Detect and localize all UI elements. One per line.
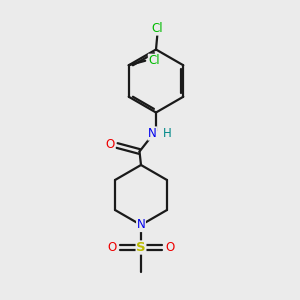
Text: H: H: [163, 127, 172, 140]
Text: O: O: [107, 241, 116, 254]
Text: Cl: Cl: [148, 54, 160, 67]
Text: O: O: [106, 137, 115, 151]
Text: N: N: [136, 218, 146, 232]
Text: N: N: [148, 127, 157, 140]
Text: S: S: [136, 241, 146, 254]
Text: Cl: Cl: [152, 22, 163, 35]
Text: O: O: [166, 241, 175, 254]
